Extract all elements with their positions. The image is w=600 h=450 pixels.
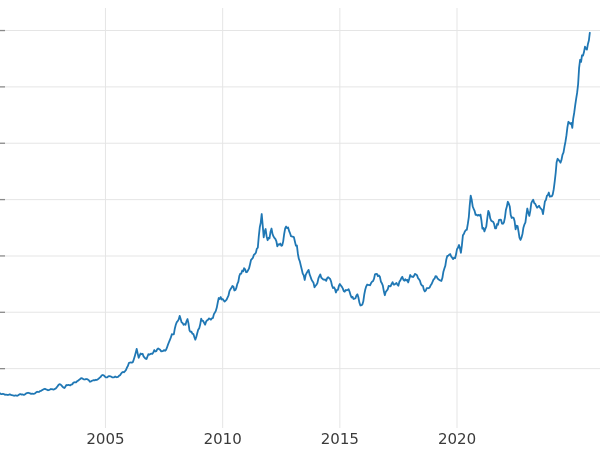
x-tick-label: 2010 [204, 430, 242, 448]
x-tick-label: 2020 [438, 430, 476, 448]
x-tick-label: 2015 [321, 430, 359, 448]
price-series-line [0, 31, 591, 397]
x-tick-label: 2005 [86, 430, 124, 448]
